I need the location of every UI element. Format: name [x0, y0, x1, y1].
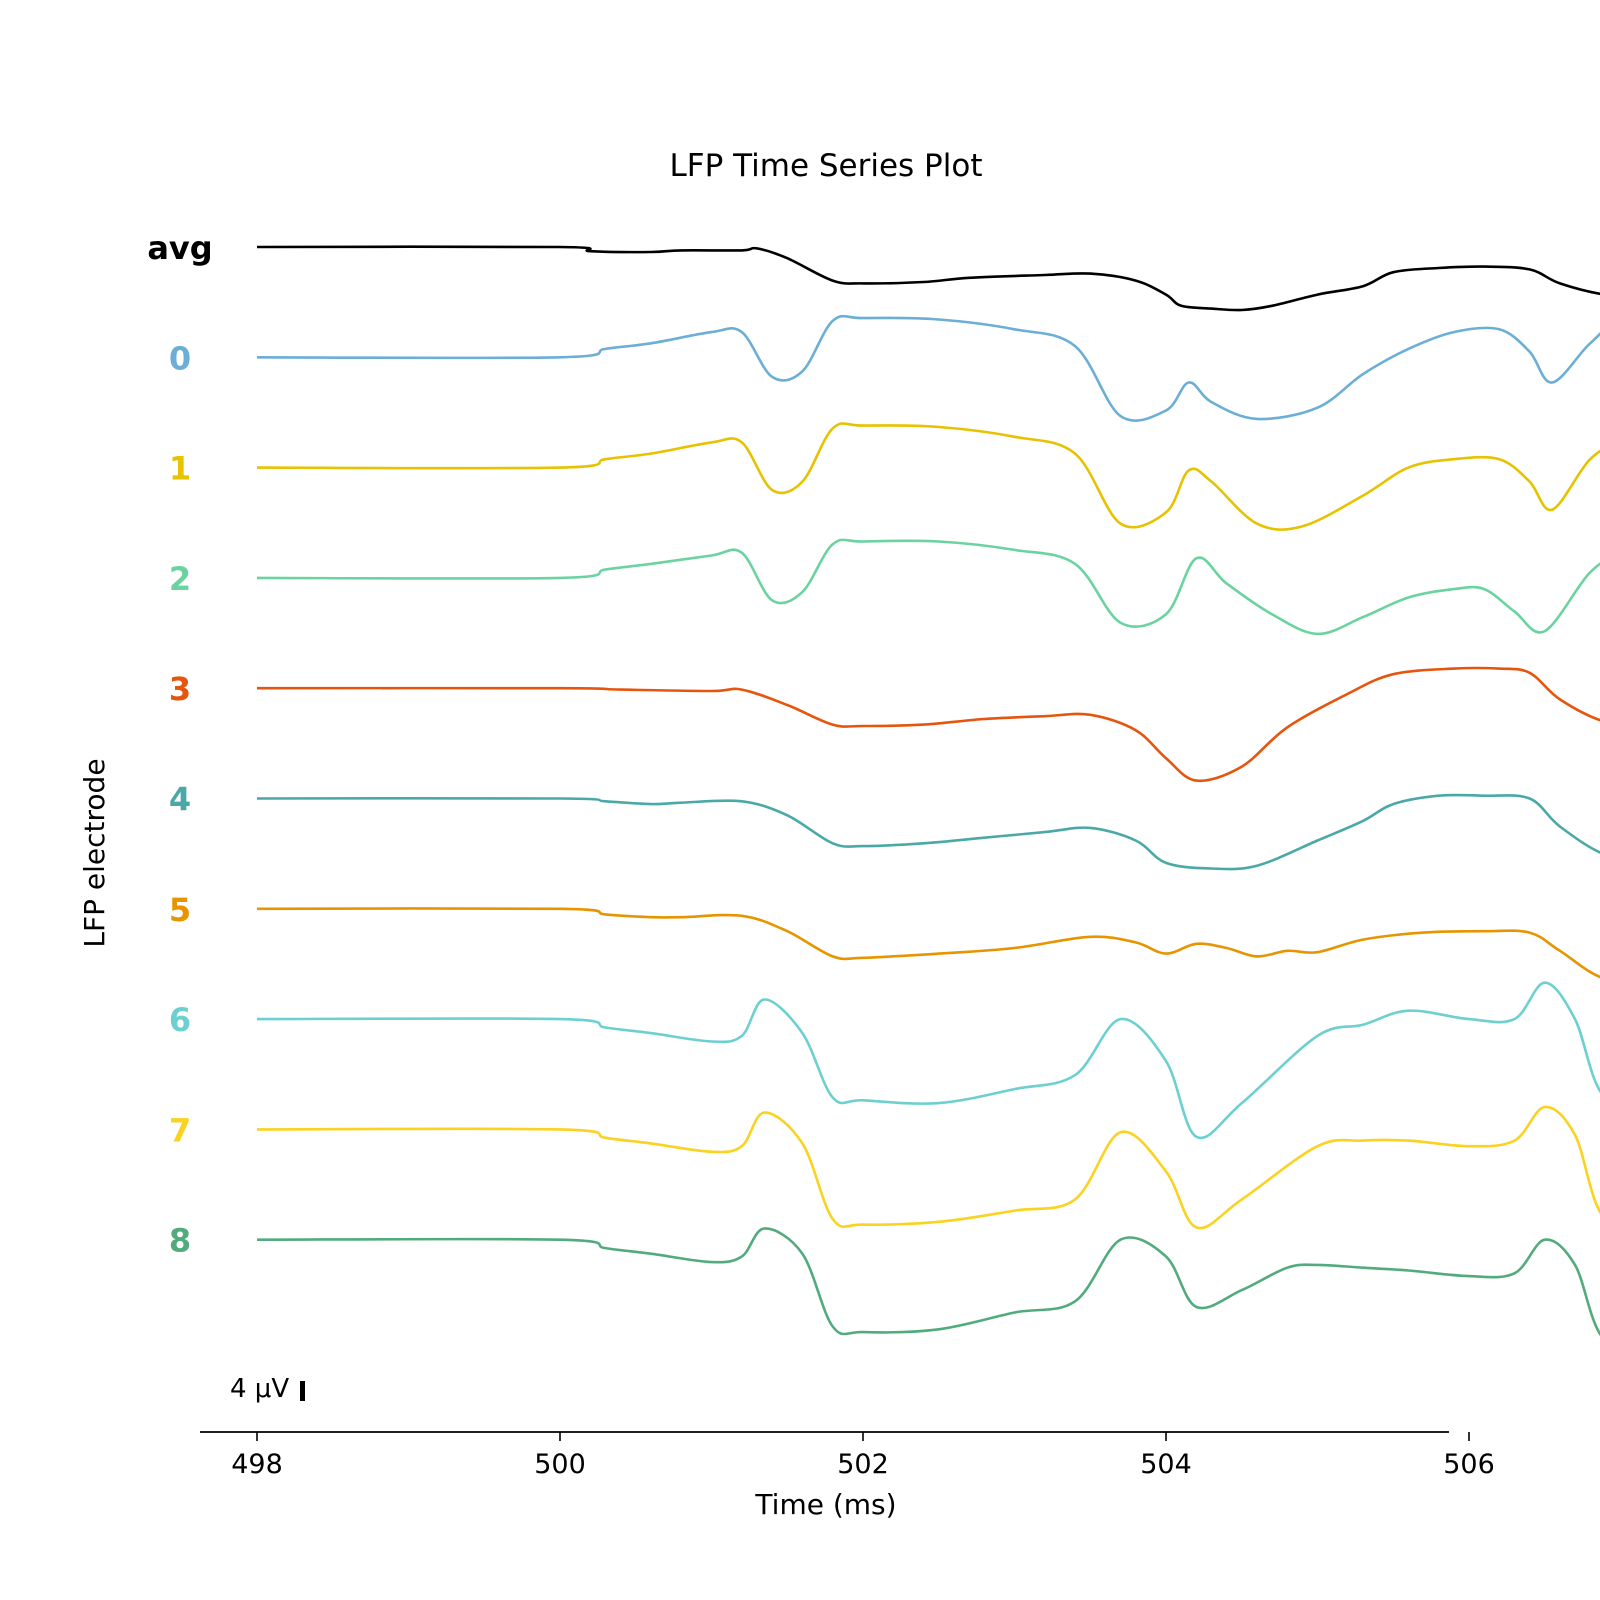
channel-label-6: 6: [169, 1001, 191, 1039]
channel-label-7: 7: [169, 1111, 191, 1149]
trace-2: [256, 538, 1600, 636]
trace-3: [256, 666, 1600, 783]
channel-label-5: 5: [169, 891, 191, 929]
channel-label-3: 3: [169, 670, 191, 708]
channel-label-1: 1: [169, 450, 191, 488]
trace-5: [256, 907, 1600, 979]
scale-bar-label: 4 μV: [230, 1374, 289, 1404]
channel-label-4: 4: [169, 781, 191, 819]
trace-0: [256, 314, 1600, 422]
trace-7: [256, 1105, 1600, 1230]
trace-avg: [256, 245, 1600, 312]
x-tick-label: 500: [534, 1449, 586, 1480]
x-tick-label: 506: [1443, 1449, 1495, 1480]
scale-bar: 4 μV: [230, 1374, 305, 1404]
trace-group: [256, 245, 1600, 1337]
x-tick-label: 504: [1140, 1449, 1192, 1480]
channel-label-group: avg 0 1 2 3 4 5 6 7 8: [147, 229, 212, 1260]
y-axis-label: LFP electrode: [78, 758, 111, 947]
trace-6: [256, 981, 1600, 1140]
x-axis-label: Time (ms): [754, 1488, 896, 1521]
chart-title: LFP Time Series Plot: [670, 148, 983, 184]
trace-1: [256, 422, 1600, 531]
x-tick-label: 498: [231, 1449, 283, 1480]
x-tick-label: 502: [837, 1449, 889, 1480]
channel-label-8: 8: [169, 1222, 191, 1260]
trace-8: [256, 1227, 1600, 1337]
x-axis-ticks: 498500502504506508510512: [231, 1432, 1495, 1480]
channel-label-2: 2: [169, 560, 191, 598]
channel-label-avg: avg: [147, 229, 212, 267]
channel-label-0: 0: [169, 339, 191, 377]
scale-bar-mark: [300, 1381, 305, 1401]
trace-4: [256, 793, 1600, 871]
